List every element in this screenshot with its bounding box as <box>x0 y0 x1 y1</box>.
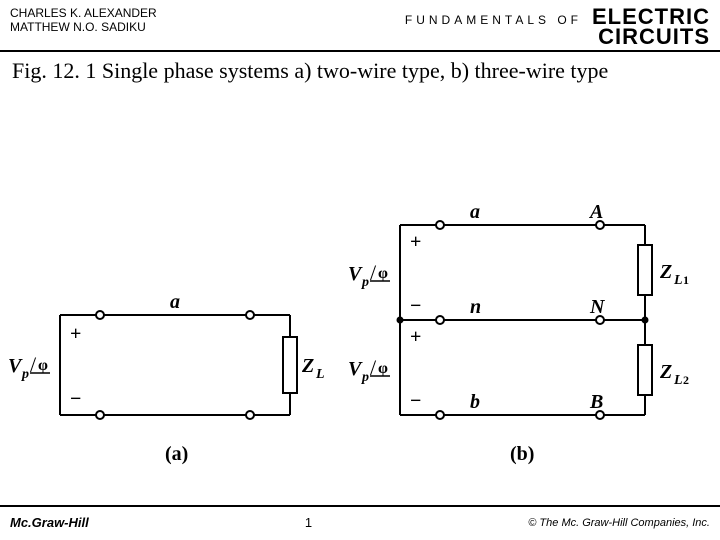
svg-text:+: + <box>70 323 81 345</box>
svg-text:−: − <box>410 390 421 412</box>
svg-text:2: 2 <box>683 373 689 387</box>
svg-text:L: L <box>673 373 683 388</box>
svg-text:N: N <box>589 296 606 318</box>
book-title-block: FUNDAMENTALS OF ELECTRIC CIRCUITS <box>405 6 710 48</box>
page-footer: Mc.Graw-Hill 1 © The Mc. Graw-Hill Compa… <box>0 505 720 540</box>
svg-text:V: V <box>8 355 23 377</box>
sublabel-b: (b) <box>510 443 534 465</box>
figure-caption: Fig. 12. 1 Single phase systems a) two-w… <box>0 52 720 90</box>
svg-text:φ: φ <box>378 265 388 282</box>
svg-text:p: p <box>361 370 369 385</box>
svg-text:φ: φ <box>38 357 48 374</box>
svg-text:A: A <box>588 201 603 223</box>
footer-copyright: © The Mc. Graw-Hill Companies, Inc. <box>528 517 710 529</box>
svg-text:1: 1 <box>683 273 689 287</box>
circuit-svg: + − V p / φ Z L a (a) <box>0 90 720 470</box>
svg-text:Z: Z <box>301 355 314 377</box>
svg-text:φ: φ <box>378 360 388 377</box>
svg-text:+: + <box>410 326 421 348</box>
svg-text:V: V <box>348 358 363 380</box>
svg-text:p: p <box>21 367 29 382</box>
book-subtitle: FUNDAMENTALS OF <box>405 13 582 27</box>
label-a-top: a <box>170 291 180 313</box>
footer-publisher: Mc.Graw-Hill <box>10 515 89 530</box>
footer-page: 1 <box>305 515 312 530</box>
sublabel-a: (a) <box>165 443 188 465</box>
svg-text:L: L <box>673 273 683 288</box>
circuit-b: + − + − V p / φ V p / φ Z L 1 Z L 2 a A … <box>348 201 689 465</box>
svg-text:p: p <box>361 275 369 290</box>
svg-text:a: a <box>470 201 480 223</box>
author-line-2: MATTHEW N.O. SADIKU <box>10 20 157 34</box>
svg-text:−: − <box>70 388 81 410</box>
svg-text:b: b <box>470 391 480 413</box>
svg-text:+: + <box>410 231 421 253</box>
author-line-1: CHARLES K. ALEXANDER <box>10 6 157 20</box>
book-title-2: CIRCUITS <box>405 26 710 48</box>
svg-text:Z: Z <box>659 261 672 283</box>
circuit-a: + − V p / φ Z L a (a) <box>8 291 325 465</box>
svg-text:L: L <box>315 367 325 382</box>
page-header: CHARLES K. ALEXANDER MATTHEW N.O. SADIKU… <box>0 0 720 52</box>
svg-text:−: − <box>410 295 421 317</box>
svg-text:Z: Z <box>659 361 672 383</box>
diagram-area: + − V p / φ Z L a (a) <box>0 90 720 470</box>
svg-text:V: V <box>348 263 363 285</box>
authors-block: CHARLES K. ALEXANDER MATTHEW N.O. SADIKU <box>10 6 157 35</box>
svg-text:n: n <box>470 296 481 318</box>
svg-text:B: B <box>589 391 603 413</box>
